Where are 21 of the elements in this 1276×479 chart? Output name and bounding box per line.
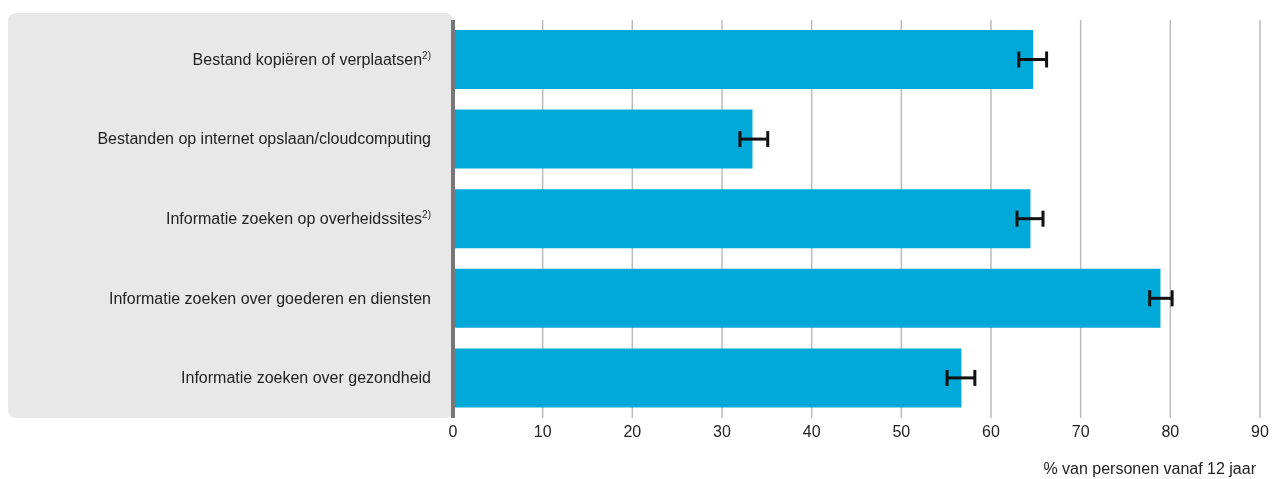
- y-tick-label: Bestanden op internet opslaan/cloudcomputing: [97, 130, 431, 148]
- x-tick-label: 20: [623, 423, 642, 441]
- x-tick-label: 70: [1071, 423, 1090, 441]
- bar: [453, 189, 1031, 249]
- y-tick-label: Informatie zoeken over gezondheid: [181, 369, 431, 387]
- bar: [453, 268, 1161, 328]
- x-axis-title: % van personen vanaf 12 jaar: [1043, 460, 1257, 477]
- x-tick-label: 40: [802, 423, 821, 441]
- x-tick-label: 50: [892, 423, 911, 441]
- x-tick-label: 10: [533, 423, 552, 441]
- bar: [453, 348, 962, 408]
- y-tick-label: Informatie zoeken over goederen en diensten: [109, 289, 431, 307]
- y-tick-label: Informatie zoeken op overheidssites$^{2)}$: [165, 209, 431, 227]
- x-tick-label: 90: [1251, 423, 1269, 441]
- x-tick-label: 60: [982, 423, 1000, 441]
- bar: [453, 109, 753, 169]
- x-tick-label: 30: [713, 423, 731, 441]
- x-tick-label: 80: [1161, 423, 1180, 441]
- bar: [453, 30, 1034, 89]
- x-tick-label: 0: [448, 423, 458, 441]
- y-tick-label: Bestand kopiëren of verplaatsen$^{2)}$: [192, 49, 431, 68]
